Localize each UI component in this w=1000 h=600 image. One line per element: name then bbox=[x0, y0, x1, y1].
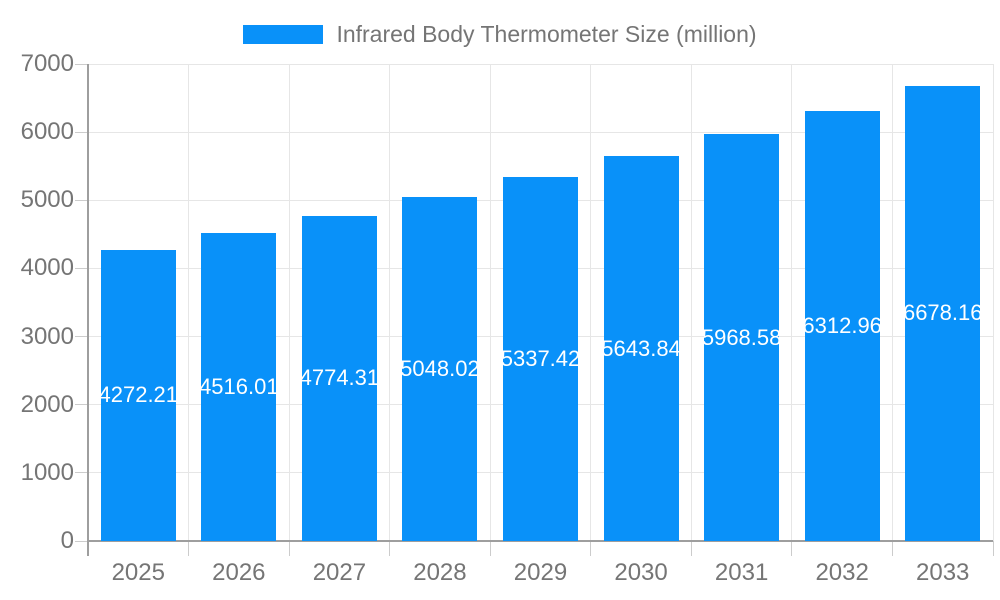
y-axis-line bbox=[87, 64, 89, 556]
x-axis-tick bbox=[791, 541, 793, 556]
x-tick-label: 2029 bbox=[513, 559, 568, 586]
x-axis-tick bbox=[992, 541, 994, 556]
bar[interactable]: 5048.02 bbox=[402, 197, 478, 541]
legend[interactable]: Infrared Body Thermometer Size (million) bbox=[0, 21, 1000, 47]
x-tick-label: 2028 bbox=[413, 559, 467, 586]
gridline-horizontal bbox=[88, 63, 993, 65]
x-tick-label: 2025 bbox=[111, 559, 165, 586]
x-tick-label: 2033 bbox=[916, 559, 970, 586]
y-axis-tick bbox=[75, 472, 88, 474]
x-axis-tick bbox=[489, 541, 491, 556]
gridline-vertical bbox=[288, 64, 290, 541]
y-tick-label: 3000 bbox=[20, 322, 74, 350]
gridline-vertical bbox=[992, 64, 994, 541]
y-axis-tick bbox=[75, 63, 88, 65]
bar-value-label: 5337.42 bbox=[503, 346, 578, 372]
y-tick-label: 6000 bbox=[20, 118, 74, 146]
y-axis-tick bbox=[75, 540, 88, 542]
bar[interactable]: 6312.96 bbox=[804, 110, 880, 541]
x-axis-tick bbox=[188, 541, 190, 556]
bar[interactable]: 5337.42 bbox=[503, 177, 578, 541]
bar[interactable]: 4516.01 bbox=[201, 233, 277, 541]
y-tick-label: 5000 bbox=[20, 186, 74, 214]
bar-value-label: 4516.01 bbox=[201, 374, 277, 400]
y-tick-label: 0 bbox=[60, 527, 74, 554]
bar-value-label: 6678.16 bbox=[905, 300, 981, 326]
y-axis-tick bbox=[75, 131, 88, 133]
x-tick-label: 2026 bbox=[212, 559, 266, 586]
gridline-vertical bbox=[590, 64, 592, 541]
y-axis-tick bbox=[75, 336, 88, 338]
bar-value-label: 4774.31 bbox=[301, 365, 377, 391]
gridline-vertical bbox=[389, 64, 391, 541]
x-tick-label: 2032 bbox=[815, 559, 869, 586]
bar[interactable]: 5968.58 bbox=[704, 134, 780, 541]
bar[interactable]: 6678.16 bbox=[905, 85, 981, 541]
x-tick-label: 2030 bbox=[614, 559, 668, 586]
x-axis-tick bbox=[288, 541, 290, 556]
y-axis-tick bbox=[75, 404, 88, 406]
y-axis-tick bbox=[75, 199, 88, 201]
x-axis-line bbox=[87, 540, 993, 542]
x-tick-label: 2027 bbox=[312, 559, 367, 586]
legend-swatch bbox=[243, 24, 324, 44]
gridline-vertical bbox=[690, 64, 692, 541]
gridline-vertical bbox=[891, 64, 893, 541]
x-axis-tick bbox=[690, 541, 692, 556]
x-axis-tick bbox=[389, 541, 391, 556]
gridline-vertical bbox=[791, 64, 793, 541]
bar[interactable]: 5643.84 bbox=[603, 156, 679, 541]
bar[interactable]: 4272.21 bbox=[100, 249, 176, 541]
y-tick-label: 1000 bbox=[20, 458, 74, 486]
legend-label: Infrared Body Thermometer Size (million) bbox=[336, 20, 757, 47]
gridline-vertical bbox=[489, 64, 491, 541]
y-tick-label: 7000 bbox=[20, 50, 74, 77]
bar-value-label: 5048.02 bbox=[402, 355, 478, 381]
bar-value-label: 5643.84 bbox=[603, 335, 679, 361]
y-tick-label: 4000 bbox=[20, 254, 74, 282]
bar-value-label: 4272.21 bbox=[100, 382, 176, 408]
x-axis-tick bbox=[891, 541, 893, 556]
bar-value-label: 6312.96 bbox=[804, 312, 880, 338]
gridline-horizontal bbox=[88, 131, 993, 133]
y-tick-label: 2000 bbox=[20, 390, 74, 418]
x-tick-label: 2031 bbox=[714, 559, 769, 586]
x-axis-tick bbox=[590, 541, 592, 556]
y-axis-tick bbox=[75, 267, 88, 269]
bar-value-label: 5968.58 bbox=[704, 324, 780, 350]
gridline-vertical bbox=[188, 64, 190, 541]
bar[interactable]: 4774.31 bbox=[301, 215, 377, 541]
